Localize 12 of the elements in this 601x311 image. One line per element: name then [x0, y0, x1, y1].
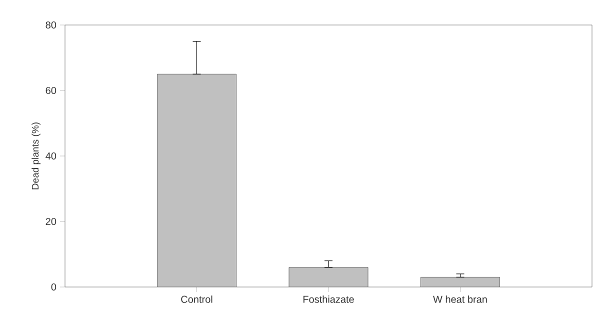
- y-tick-label: 20: [46, 218, 56, 226]
- x-tick-label: Control: [181, 296, 212, 303]
- bar: [420, 276, 500, 287]
- x-tick-label: W heat bran: [433, 296, 487, 303]
- x-tick-label: Fosthiazate: [303, 296, 354, 303]
- bar: [288, 267, 368, 287]
- y-axis-title: Dead plants (%): [32, 122, 40, 190]
- y-tick-label: 40: [46, 152, 56, 160]
- y-tick-label: 80: [46, 21, 56, 29]
- y-tick-label: 60: [46, 86, 56, 94]
- bar: [157, 74, 236, 287]
- y-tick-label: 0: [51, 283, 56, 291]
